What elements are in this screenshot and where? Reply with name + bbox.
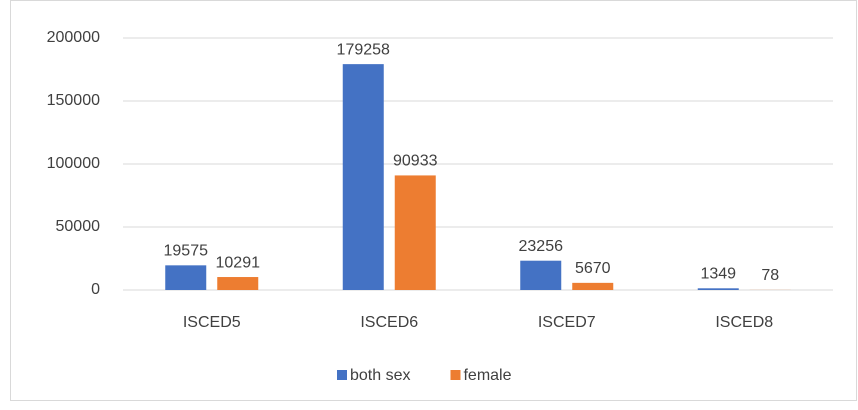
- y-tick-label: 0: [91, 281, 100, 298]
- legend-swatch: [337, 370, 347, 380]
- y-tick-label: 100000: [47, 155, 100, 172]
- bar: [217, 277, 258, 290]
- y-tick-label: 50000: [56, 218, 101, 235]
- bar: [572, 283, 613, 290]
- bar: [520, 261, 561, 290]
- bar: [165, 265, 206, 290]
- data-label: 19575: [164, 243, 209, 260]
- legend-label: both sex: [350, 367, 410, 384]
- legend-swatch: [450, 370, 460, 380]
- data-label: 23256: [519, 238, 564, 255]
- data-label: 10291: [216, 254, 261, 271]
- x-tick-label: ISCED5: [183, 314, 241, 331]
- data-label: 1349: [700, 266, 736, 283]
- x-tick-label: ISCED6: [360, 314, 418, 331]
- x-tick-label: ISCED8: [715, 314, 773, 331]
- data-label: 5670: [575, 260, 611, 277]
- data-label: 179258: [337, 41, 390, 58]
- y-tick-label: 200000: [47, 29, 100, 46]
- legend-label: female: [463, 367, 511, 384]
- x-tick-label: ISCED7: [538, 314, 596, 331]
- data-label: 78: [761, 267, 779, 284]
- bar: [698, 288, 739, 290]
- data-label: 90933: [393, 153, 438, 170]
- bar: [395, 175, 436, 290]
- y-tick-label: 150000: [47, 92, 100, 109]
- bar: [343, 64, 384, 290]
